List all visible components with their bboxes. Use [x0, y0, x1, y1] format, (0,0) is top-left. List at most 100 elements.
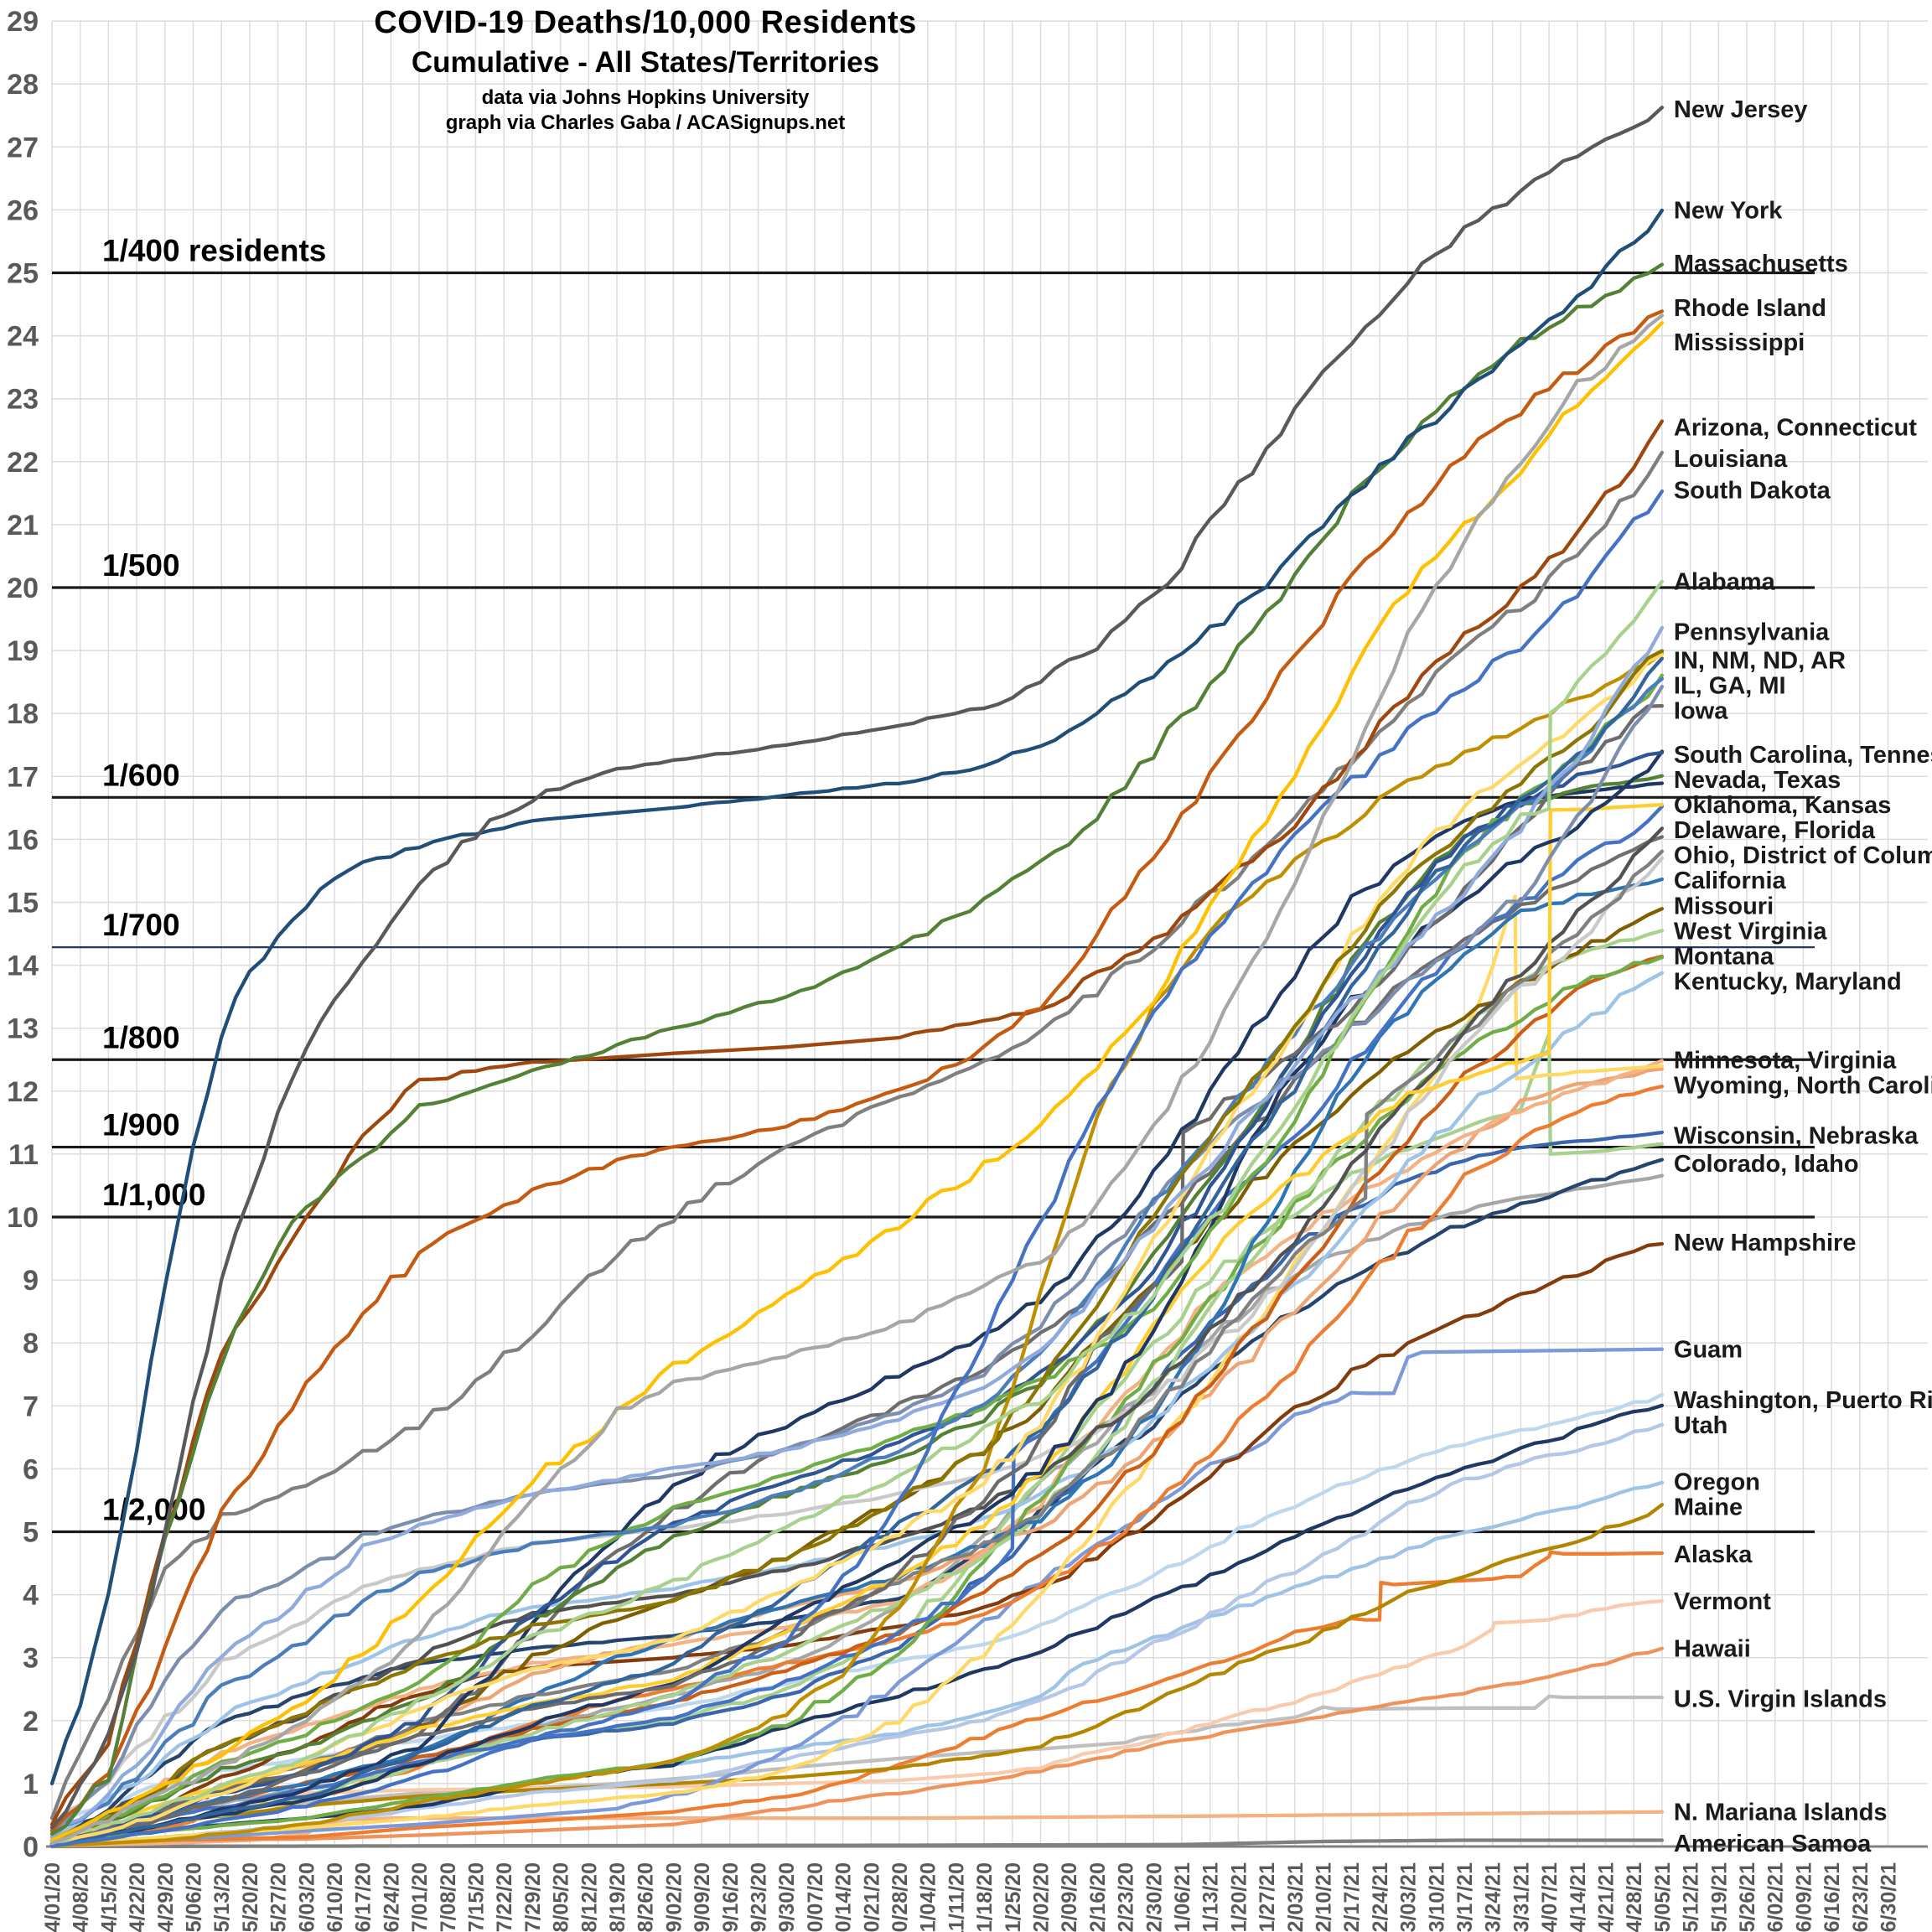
y-axis-tick: 20 — [7, 572, 39, 604]
x-axis-tick: 06/24/20 — [380, 1862, 403, 1932]
state-label: Massachusetts — [1674, 251, 1848, 277]
series-line — [49, 106, 1665, 1830]
series-line — [49, 450, 1665, 1821]
state-label: Mississippi — [1674, 329, 1805, 356]
state-label: Montana — [1674, 943, 1774, 970]
reference-line-label: 1/1,000 — [102, 1178, 205, 1212]
series-line — [49, 1646, 1665, 1847]
series-line — [49, 749, 1665, 1847]
state-label: Maine — [1674, 1494, 1743, 1520]
series-line — [49, 856, 1665, 1830]
x-axis-tick: 05/26/21 — [1736, 1862, 1759, 1932]
series-line — [49, 651, 1665, 1848]
state-label: South Dakota — [1674, 478, 1831, 505]
state-label: Alabama — [1674, 568, 1776, 595]
series-line — [49, 1241, 1665, 1846]
state-label: U.S. Virgin Islands — [1674, 1686, 1887, 1713]
x-axis-tick: 12/16/20 — [1086, 1862, 1110, 1932]
series-line — [49, 685, 1665, 1833]
y-axis-tick: 18 — [7, 698, 39, 730]
series-line — [49, 320, 1665, 1842]
series-line — [49, 489, 1665, 1848]
state-label: Nevada, Texas — [1674, 767, 1841, 794]
series-line — [49, 656, 1665, 1847]
x-axis-tick: 04/15/20 — [97, 1862, 121, 1932]
x-axis-tick: 05/05/21 — [1651, 1862, 1675, 1932]
y-axis-tick: 26 — [7, 194, 39, 226]
series-line — [49, 849, 1665, 1846]
series-line — [49, 894, 1665, 1848]
series-line — [49, 208, 1665, 1786]
series-line — [49, 653, 1665, 1847]
y-axis-tick: 21 — [7, 510, 39, 541]
reference-line-label: 1/800 — [102, 1020, 180, 1054]
x-axis-tick: 01/06/21 — [1171, 1862, 1194, 1932]
y-axis-tick: 27 — [7, 132, 39, 163]
x-axis-tick: 04/29/20 — [154, 1862, 178, 1932]
x-axis-tick: 06/03/20 — [295, 1862, 319, 1932]
series-line — [49, 1838, 1665, 1849]
reference-line-label: 1/900 — [102, 1108, 180, 1142]
x-axis-tick: 05/06/20 — [183, 1862, 206, 1932]
series-line — [49, 802, 1665, 1844]
series-line — [49, 649, 1665, 1842]
x-axis-tick: 08/26/20 — [635, 1862, 658, 1932]
x-axis-tick: 12/09/20 — [1058, 1862, 1081, 1932]
state-label: New York — [1674, 197, 1783, 224]
state-label: Missouri — [1674, 893, 1774, 919]
state-label: Iowa — [1674, 697, 1728, 724]
reference-line-label: 1/700 — [102, 908, 180, 942]
series-line — [49, 877, 1665, 1842]
x-axis-tick: 06/23/21 — [1849, 1862, 1872, 1932]
y-axis-tick: 16 — [7, 824, 39, 856]
x-axis-tick: 07/22/20 — [493, 1862, 516, 1932]
reference-line-label: 1/600 — [102, 758, 180, 792]
series-line — [49, 676, 1665, 1839]
x-axis-tick: 06/09/21 — [1792, 1862, 1815, 1932]
state-label: Vermont — [1674, 1588, 1771, 1615]
x-axis-tick: 08/19/20 — [606, 1862, 629, 1932]
x-axis-tick: 08/05/20 — [550, 1862, 573, 1932]
y-axis-tick: 24 — [7, 321, 39, 353]
x-axis-tick: 09/09/20 — [691, 1862, 714, 1932]
series-line — [49, 625, 1665, 1839]
x-axis-tick: 12/30/20 — [1142, 1862, 1166, 1932]
series-line — [49, 673, 1665, 1842]
x-axis-tick: 06/30/21 — [1878, 1862, 1901, 1932]
x-axis-tick: 05/20/20 — [239, 1862, 262, 1932]
x-axis-tick: 08/12/20 — [578, 1862, 601, 1932]
state-label: Alaska — [1674, 1541, 1753, 1568]
state-label: New Jersey — [1674, 96, 1808, 123]
series-line — [49, 750, 1665, 1846]
x-axis-tick: 09/02/20 — [662, 1862, 686, 1932]
state-label: South Carolina, Tennessee — [1674, 742, 1932, 769]
x-axis-tick: 12/02/20 — [1030, 1862, 1054, 1932]
y-axis-tick: 23 — [7, 384, 39, 416]
state-label: IL, GA, MI — [1674, 672, 1786, 699]
y-axis-tick: 22 — [7, 447, 39, 479]
state-label: Ohio, District of Columbia — [1674, 842, 1932, 869]
state-label: Guam — [1674, 1337, 1743, 1364]
x-axis-tick: 07/08/20 — [437, 1862, 460, 1932]
reference-line-label: 1/400 residents — [102, 234, 326, 268]
x-axis-tick: 10/14/20 — [832, 1862, 856, 1932]
y-axis-tick: 7 — [23, 1391, 39, 1422]
x-axis-tick: 03/24/21 — [1482, 1862, 1505, 1932]
y-axis-tick: 12 — [7, 1076, 39, 1108]
x-axis-tick: 04/07/21 — [1538, 1862, 1562, 1932]
state-label: Delaware, Florida — [1674, 817, 1876, 844]
series-line — [49, 1503, 1665, 1846]
y-axis-tick: 9 — [23, 1265, 39, 1297]
x-axis-tick: 04/28/21 — [1623, 1862, 1646, 1932]
x-axis-tick: 04/14/21 — [1567, 1862, 1590, 1932]
y-axis-tick: 17 — [7, 761, 39, 793]
x-axis-tick: 10/21/20 — [860, 1862, 883, 1932]
x-axis-tick: 06/10/20 — [324, 1862, 347, 1932]
y-axis-tick: 8 — [23, 1328, 39, 1360]
x-axis-tick: 12/23/20 — [1115, 1862, 1138, 1932]
x-axis-tick: 07/01/20 — [408, 1862, 432, 1932]
state-label: Arizona, Connecticut — [1674, 414, 1917, 441]
x-axis-tick: 05/13/20 — [210, 1862, 234, 1932]
y-axis-tick: 14 — [7, 950, 39, 982]
